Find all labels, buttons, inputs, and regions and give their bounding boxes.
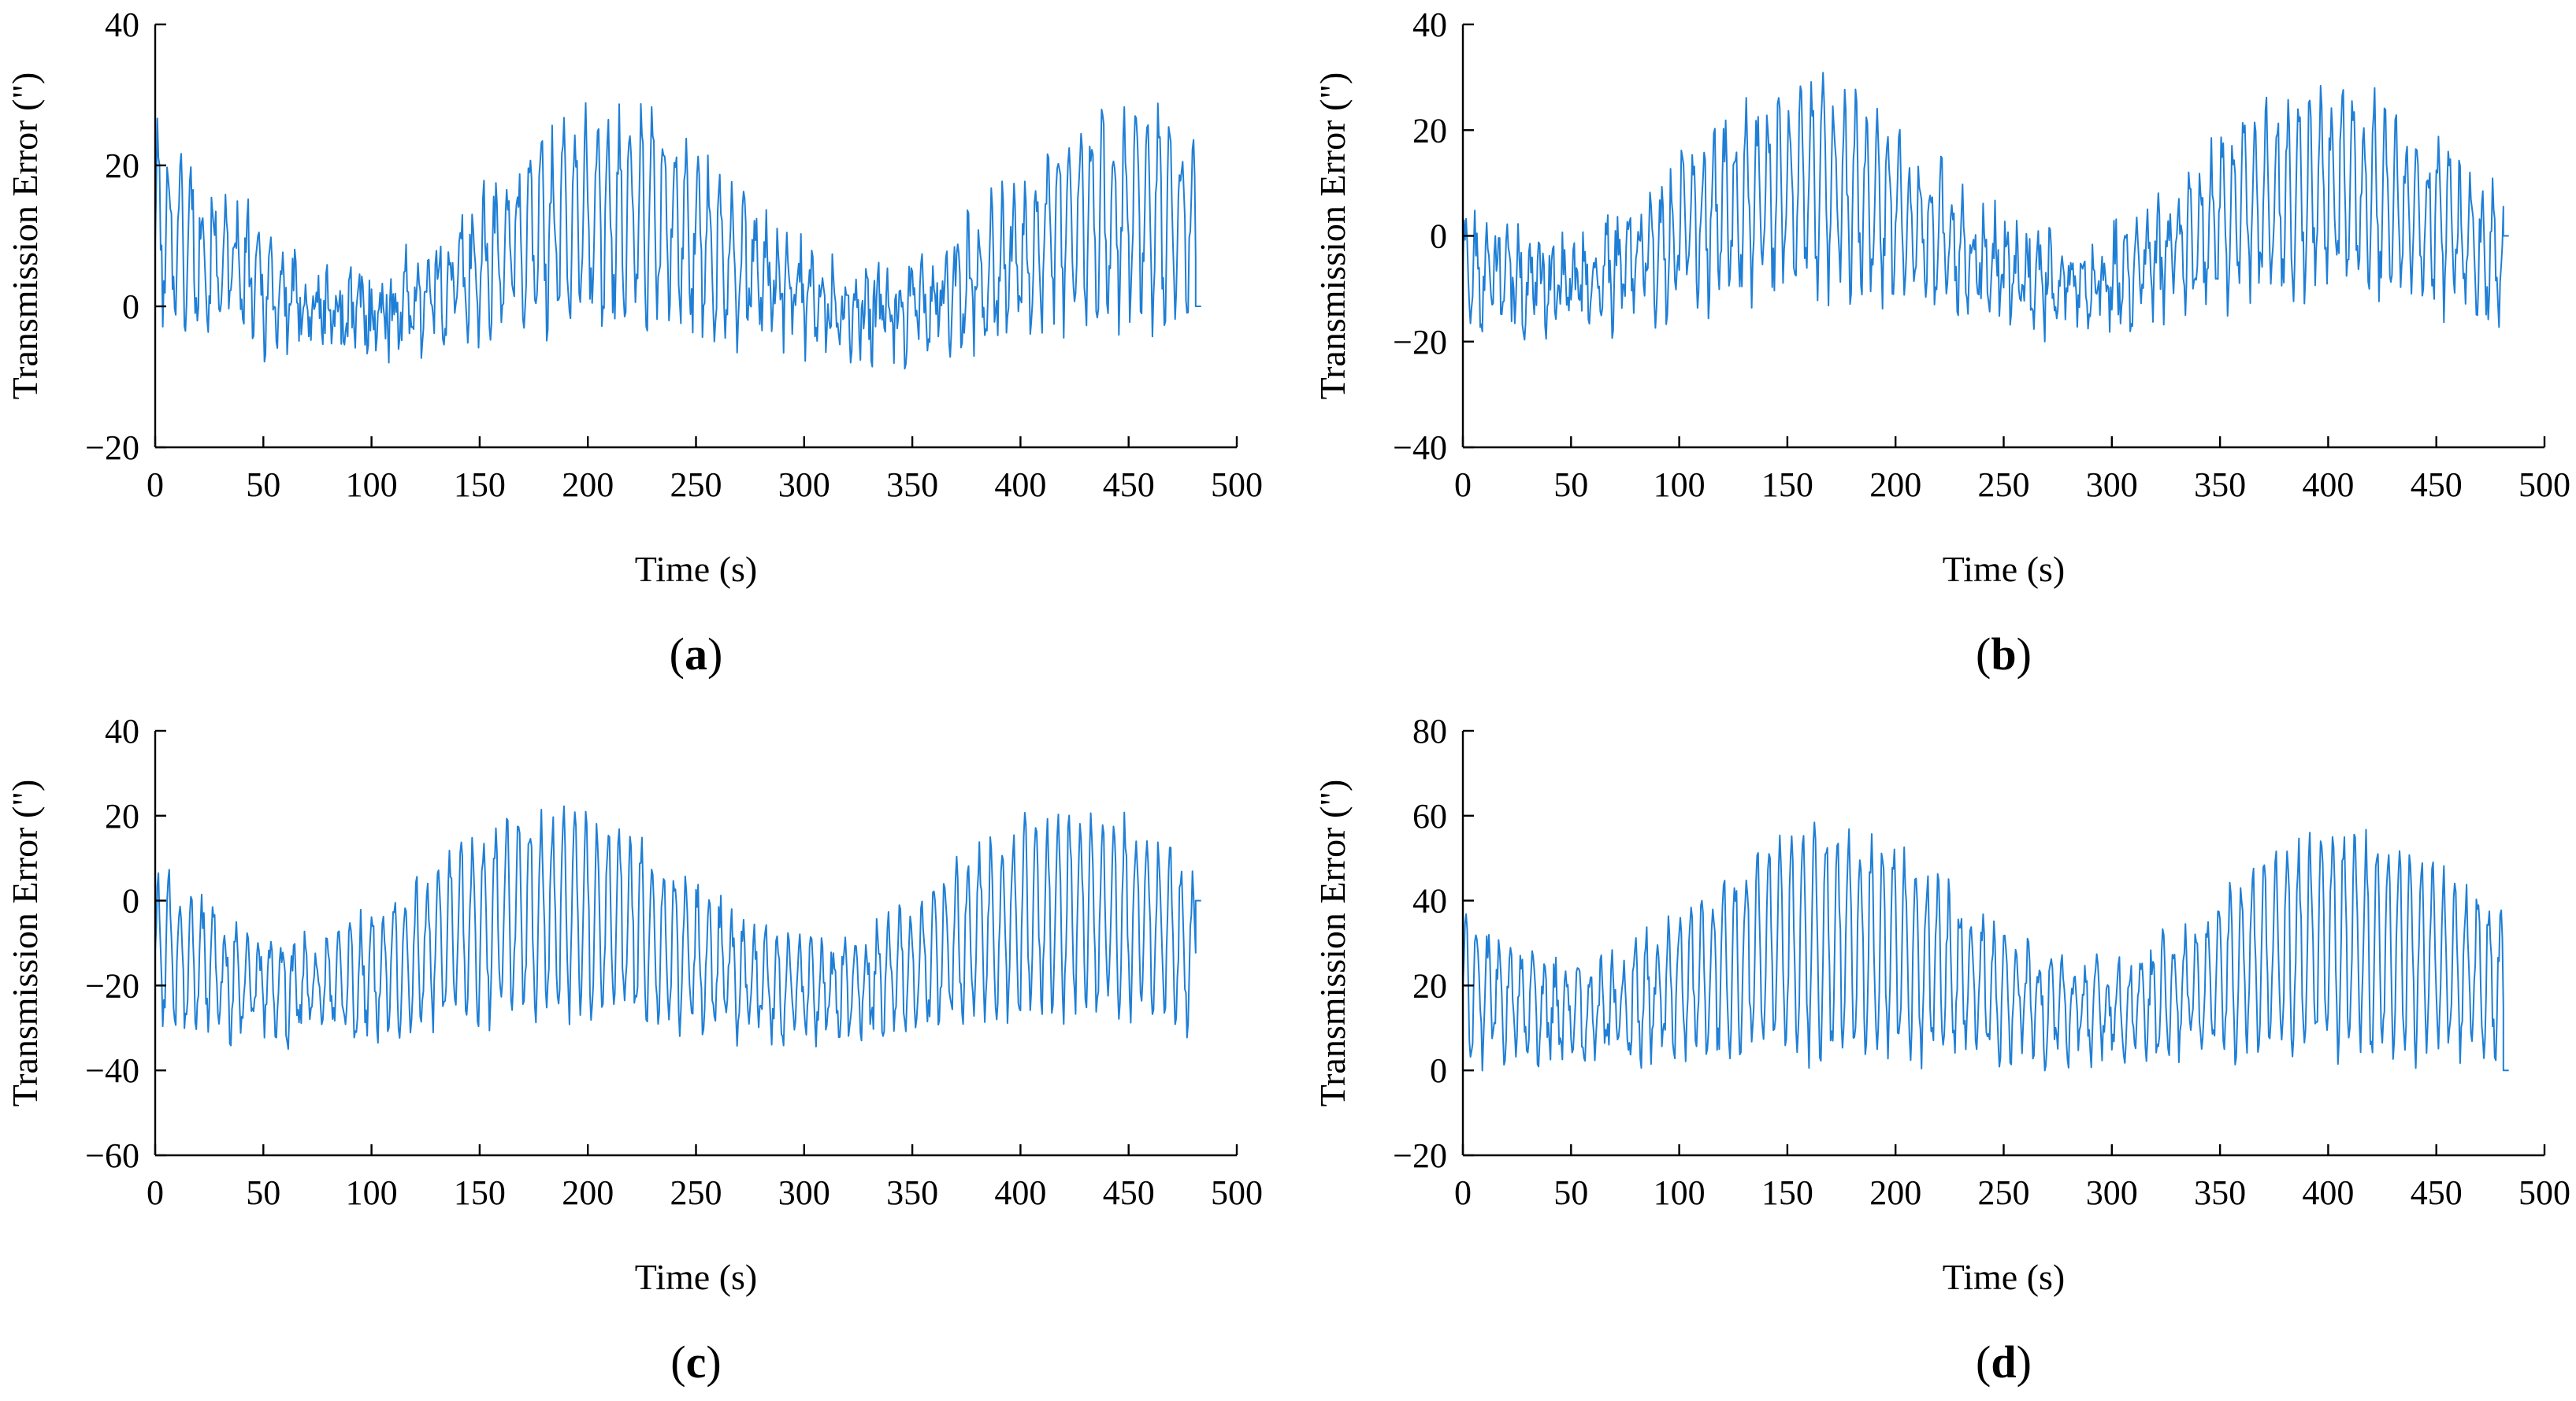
x-tick-label: 250 <box>1978 1173 2030 1212</box>
x-tick-label: 350 <box>2194 1173 2246 1212</box>
y-tick-label: −20 <box>1393 323 1447 361</box>
chart-panel-b: 0 50 100 150 200 250 300 350 400 450 500 −40 −20 0 20 4… <box>1312 6 2570 680</box>
panel-label: (b) <box>1976 628 2032 680</box>
x-tick-label: 450 <box>2411 465 2463 504</box>
x-tick-label: 200 <box>562 1173 614 1212</box>
y-tick-label: 20 <box>105 797 139 836</box>
series-line-c <box>154 805 1201 1051</box>
x-tick-label: 450 <box>1103 1173 1155 1212</box>
x-tick-label: 350 <box>886 1173 938 1212</box>
x-tick-label: 150 <box>1761 465 1813 504</box>
y-tick-label: −20 <box>85 966 139 1005</box>
chart-panel-c: 0 50 100 150 200 250 300 350 400 450 500 −60 −40 −20 0… <box>5 712 1263 1388</box>
x-tick-label: 250 <box>670 1173 722 1212</box>
x-tick-label: 0 <box>147 1173 164 1212</box>
series-line-d <box>1462 821 2509 1072</box>
x-tick-label: 100 <box>346 1173 398 1212</box>
y-axis-label: Transmission Error (") <box>1312 780 1353 1107</box>
x-tick-label: 150 <box>454 1173 506 1212</box>
x-tick-label: 0 <box>147 465 164 504</box>
y-axis-label: Transmission Error (") <box>5 780 45 1107</box>
y-tick-label: 40 <box>1412 882 1447 921</box>
x-tick-label: 400 <box>2302 465 2354 504</box>
x-tick-label: 300 <box>778 1173 830 1212</box>
x-tick-label: 200 <box>1869 1173 1921 1212</box>
y-tick-label: −20 <box>1393 1136 1447 1175</box>
x-tick-label: 50 <box>1553 465 1588 504</box>
panel-label: (d) <box>1976 1336 2032 1388</box>
x-tick-label: 350 <box>886 465 938 504</box>
x-tick-label: 150 <box>1761 1173 1813 1212</box>
y-tick-label: 60 <box>1412 797 1447 836</box>
y-tick-label: −40 <box>85 1051 139 1090</box>
x-tick-label: 400 <box>994 465 1046 504</box>
y-tick-label: 40 <box>105 712 139 751</box>
series-line-b <box>1462 72 2509 343</box>
x-tick-label: 250 <box>1978 465 2030 504</box>
x-tick-label: 300 <box>2086 465 2138 504</box>
y-tick-label: −20 <box>85 428 139 467</box>
series-line-a <box>154 102 1201 370</box>
chart-panel-a: 0 50 100 150 200 250 300 350 400 450 500−2002040Ti… <box>5 6 1263 680</box>
x-tick-label: 400 <box>994 1173 1046 1212</box>
x-tick-label: 250 <box>670 465 722 504</box>
x-tick-label: 450 <box>1103 465 1155 504</box>
x-axis-label: Time (s) <box>635 549 758 589</box>
y-tick-label: 0 <box>1430 1051 1447 1090</box>
x-axis-label: Time (s) <box>1943 1257 2066 1297</box>
x-tick-label: 500 <box>2518 1173 2570 1212</box>
y-axis-label: Transmission Error (") <box>5 72 45 400</box>
x-tick-label: 50 <box>246 465 280 504</box>
panel-label: (a) <box>670 628 723 680</box>
y-tick-label: −60 <box>85 1136 139 1175</box>
x-tick-label: 100 <box>346 465 398 504</box>
x-tick-label: 500 <box>1211 465 1263 504</box>
y-tick-label: 20 <box>1412 111 1447 150</box>
x-tick-label: 50 <box>1553 1173 1588 1212</box>
x-tick-label: 50 <box>246 1173 280 1212</box>
y-tick-label: 0 <box>122 882 139 921</box>
x-tick-label: 500 <box>1211 1173 1263 1212</box>
y-tick-label: 40 <box>1412 6 1447 44</box>
y-tick-label: 40 <box>105 6 139 44</box>
x-axis-label: Time (s) <box>1943 549 2066 589</box>
y-tick-label: 0 <box>122 287 139 326</box>
x-tick-label: 100 <box>1654 1173 1706 1212</box>
x-tick-label: 500 <box>2518 465 2570 504</box>
y-tick-label: 20 <box>1412 966 1447 1005</box>
y-tick-label: 20 <box>105 146 139 185</box>
x-tick-label: 150 <box>454 465 506 504</box>
panel-label: (c) <box>670 1336 721 1388</box>
y-tick-label: 80 <box>1412 712 1447 751</box>
x-tick-label: 400 <box>2302 1173 2354 1212</box>
y-tick-label: 0 <box>1430 217 1447 256</box>
x-tick-label: 300 <box>2086 1173 2138 1212</box>
x-tick-label: 0 <box>1454 1173 1472 1212</box>
x-tick-label: 0 <box>1454 465 1472 504</box>
y-axis-label: Transmission Error (") <box>1312 72 1353 400</box>
chart-panel-d: 0 50 100 150 200 250 300 350 400 450 500−200204060… <box>1312 712 2570 1388</box>
x-tick-label: 300 <box>778 465 830 504</box>
y-tick-label: −40 <box>1393 428 1447 467</box>
x-tick-label: 200 <box>562 465 614 504</box>
x-tick-label: 200 <box>1869 465 1921 504</box>
x-tick-label: 350 <box>2194 465 2246 504</box>
x-tick-label: 100 <box>1654 465 1706 504</box>
x-axis-label: Time (s) <box>635 1257 758 1297</box>
x-tick-label: 450 <box>2411 1173 2463 1212</box>
